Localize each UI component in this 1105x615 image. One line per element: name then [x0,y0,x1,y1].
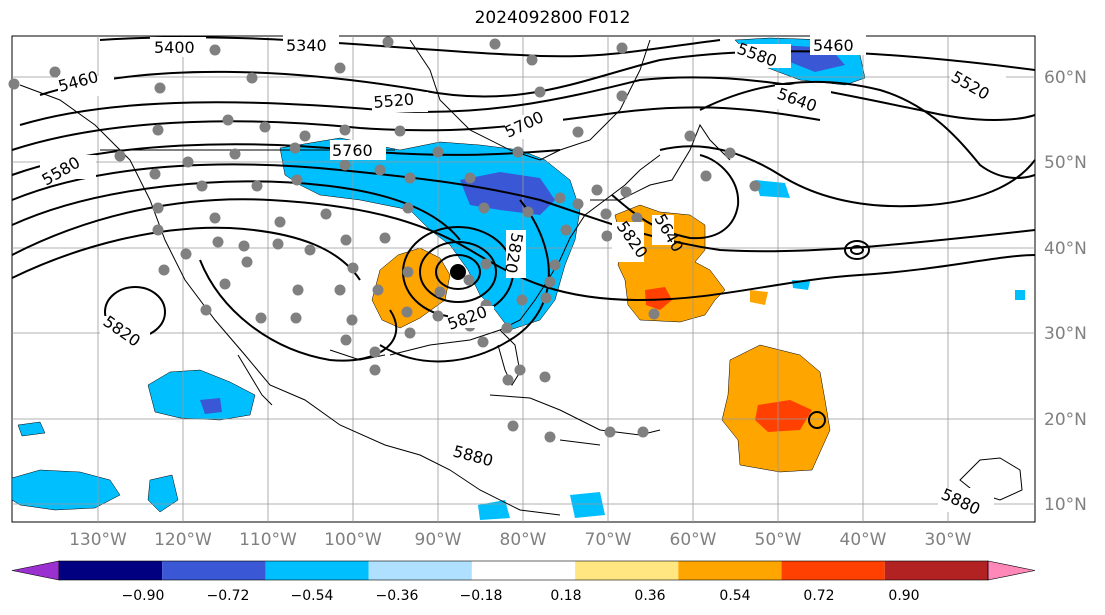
positive-core-east [645,287,672,310]
lon-label: 80°W [500,530,547,550]
lon-label: 100°W [324,530,382,550]
lat-label: 60°N [1044,68,1087,88]
low-center-marker [450,264,466,280]
colorbar-tick: −0.18 [460,588,503,604]
colorbar-segment [575,561,679,580]
colorbar-segment [781,561,885,580]
colorbar-tick: −0.36 [376,588,419,604]
colorbar-tick: 0.36 [634,588,665,604]
lon-label: 30°W [925,530,972,550]
colorbar-tick-labels: −0.90 −0.72 −0.54 −0.36 −0.18 0.18 0.36 … [122,588,920,604]
contour-label: 5400 [154,38,195,57]
colorbar [11,560,1036,581]
latitude-labels: 60°N 50°N 40°N 30°N 20°N 10°N [1044,68,1087,515]
colorbar-segment [678,561,782,580]
colorbar-outline [58,560,989,581]
lon-label: 50°W [755,530,802,550]
lat-label: 50°N [1044,153,1087,173]
lon-label: 70°W [585,530,632,550]
colorbar-segment [884,561,988,580]
lon-label: 90°W [415,530,462,550]
colorbar-tick: −0.90 [122,588,165,604]
lat-label: 10°N [1044,495,1087,515]
colorbar-segment [265,561,369,580]
lon-label: 40°W [840,530,887,550]
contour-label: 5340 [286,36,327,55]
lat-label: 20°N [1044,410,1087,430]
colorbar-tick: 0.54 [719,588,750,604]
contour-labels: 5400 5340 5460 5460 5520 5520 5580 5580 … [39,35,1006,519]
lon-label: 130°W [69,530,127,550]
lon-label: 110°W [239,530,297,550]
colorbar-segment [59,561,163,580]
lat-label: 30°N [1044,324,1087,344]
colorbar-segment [11,560,60,581]
contour-label: 5520 [373,90,415,112]
colorbar-tick: −0.54 [291,588,334,604]
colorbar-tick: −0.72 [207,588,250,604]
colorbar-tick: 0.90 [888,588,919,604]
contour-label: 5760 [332,141,373,160]
map-title: 2024092800 F012 [474,8,631,28]
colorbar-segment [162,561,266,580]
colorbar-tick: 0.72 [803,588,834,604]
lon-label: 120°W [154,530,212,550]
lon-label: 60°W [670,530,717,550]
negative-anomaly-southwest [11,469,121,511]
contour-label: 5460 [813,36,854,55]
lat-label: 40°N [1044,239,1087,259]
colorbar-segment [368,561,472,580]
longitude-labels: 130°W 120°W 110°W 100°W 90°W 80°W 70°W 6… [69,530,972,550]
colorbar-segment [471,561,576,580]
station-dots [8,36,761,443]
anomaly-shading [11,37,1025,520]
colorbar-segment [987,560,1036,581]
colorbar-tick: 0.18 [550,588,581,604]
negative-anomaly-pacific [147,369,256,421]
positive-core-atlantic [755,400,812,432]
